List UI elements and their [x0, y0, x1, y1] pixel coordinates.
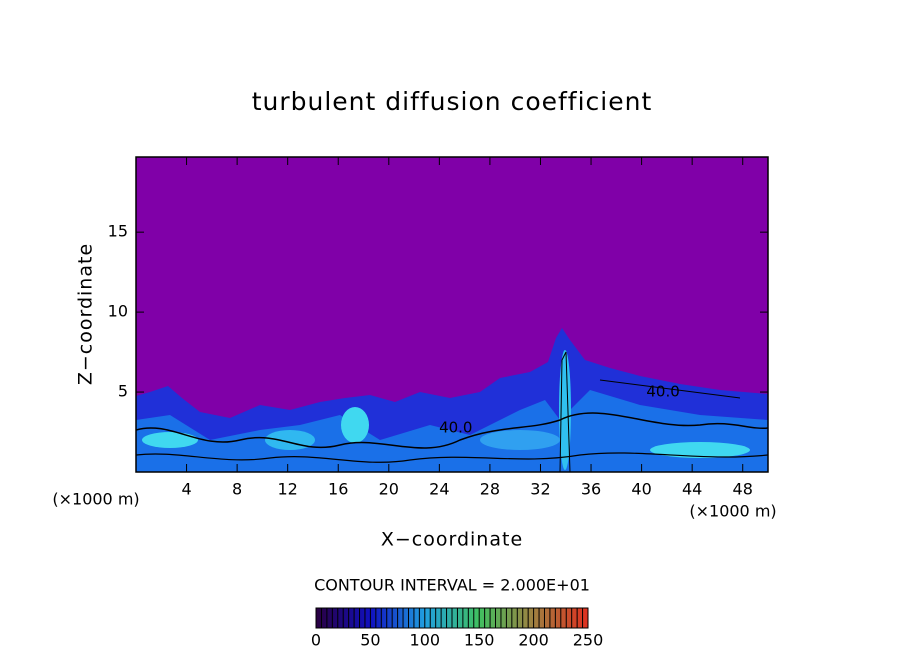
y-tick-label: 10 — [108, 302, 128, 321]
x-tick-label: 16 — [328, 480, 348, 499]
x-tick-label: 28 — [480, 480, 500, 499]
x-axis-label: X−coordinate — [381, 529, 523, 551]
x-tick-label: 32 — [530, 480, 550, 499]
chart-title: turbulent diffusion coefficient — [252, 87, 653, 116]
contour-line — [136, 412, 768, 449]
x-tick-label: 20 — [379, 480, 399, 499]
x-tick-label: 48 — [733, 480, 753, 499]
colorbar-tick-label: 100 — [410, 631, 441, 650]
x-unit-label: (×1000 m) — [689, 502, 776, 521]
contour-label: 40.0 — [646, 383, 679, 401]
x-tick-label: 12 — [278, 480, 298, 499]
field-blob — [341, 407, 369, 443]
colorbar-tick-label: 50 — [360, 631, 380, 650]
y-tick-label: 5 — [118, 382, 128, 401]
colorbar-tick-label: 250 — [573, 631, 604, 650]
x-tick-label: 24 — [429, 480, 449, 499]
field-blob — [480, 430, 560, 450]
field-region — [136, 390, 768, 472]
colorbar-tick-label: 200 — [518, 631, 549, 650]
field — [136, 157, 768, 472]
contour-line — [136, 452, 768, 463]
contour-interval: CONTOUR INTERVAL = 2.000E+01 — [314, 576, 590, 595]
y-unit-label: (×1000 m) — [52, 490, 139, 509]
x-tick-label: 36 — [581, 480, 601, 499]
x-tick-label: 40 — [631, 480, 651, 499]
x-tick-label: 44 — [682, 480, 702, 499]
field-blob — [142, 432, 198, 448]
field-blob — [650, 442, 750, 458]
x-tick-label: 8 — [232, 480, 242, 499]
x-tick-label: 4 — [181, 480, 191, 499]
y-tick-label: 15 — [108, 222, 128, 241]
plot-frame — [135, 156, 769, 473]
contour-label: 40.0 — [439, 419, 472, 437]
contour-line — [599, 379, 741, 399]
colorbar-tick-label: 0 — [311, 631, 321, 650]
contour-line — [559, 351, 571, 472]
colorbar-tick-label: 150 — [464, 631, 495, 650]
y-axis-label: Z−coordinate — [75, 243, 97, 385]
